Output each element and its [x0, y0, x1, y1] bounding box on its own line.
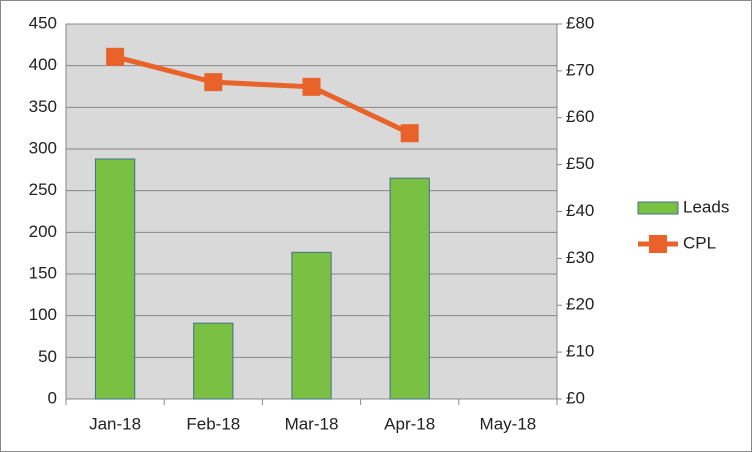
y-tick-label: 0 [48, 388, 57, 407]
legend-marker [649, 235, 667, 253]
x-tick-label: Apr-18 [384, 414, 435, 433]
x-tick-label: May-18 [480, 414, 537, 433]
y2-tick-label: £0 [566, 388, 585, 407]
y-tick-label: 400 [29, 55, 57, 74]
x-tick-label: Jan-18 [89, 414, 141, 433]
y-tick-label: 50 [38, 347, 57, 366]
y-tick-label: 100 [29, 305, 57, 324]
legend-swatch [637, 201, 679, 215]
y-tick-label: 200 [29, 222, 57, 241]
y-tick-label: 250 [29, 180, 57, 199]
y2-tick-label: £30 [566, 248, 594, 267]
y2-tick-label: £40 [566, 201, 594, 220]
y-tick-label: 450 [29, 13, 57, 32]
y2-tick-label: £60 [566, 107, 594, 126]
y2-tick-label: £50 [566, 154, 594, 173]
y2-tick-label: £70 [566, 60, 594, 79]
marker [106, 47, 125, 66]
bar [193, 322, 234, 400]
bar [389, 177, 430, 400]
bar [94, 158, 136, 400]
y-tick-label: 150 [29, 263, 57, 282]
legend-label: CPL [683, 233, 716, 252]
marker [302, 77, 321, 96]
marker [204, 73, 223, 92]
marker [400, 124, 419, 143]
y2-tick-label: £80 [566, 13, 594, 32]
line [114, 54, 411, 136]
y2-tick-label: £10 [566, 342, 594, 361]
x-tick-label: Mar-18 [285, 414, 339, 433]
x-tick-label: Feb-18 [186, 414, 240, 433]
bar [291, 251, 332, 400]
y-tick-label: 350 [29, 97, 57, 116]
legend-label: Leads [683, 197, 729, 216]
y-tick-label: 300 [29, 138, 57, 157]
y2-tick-label: £20 [566, 295, 594, 314]
